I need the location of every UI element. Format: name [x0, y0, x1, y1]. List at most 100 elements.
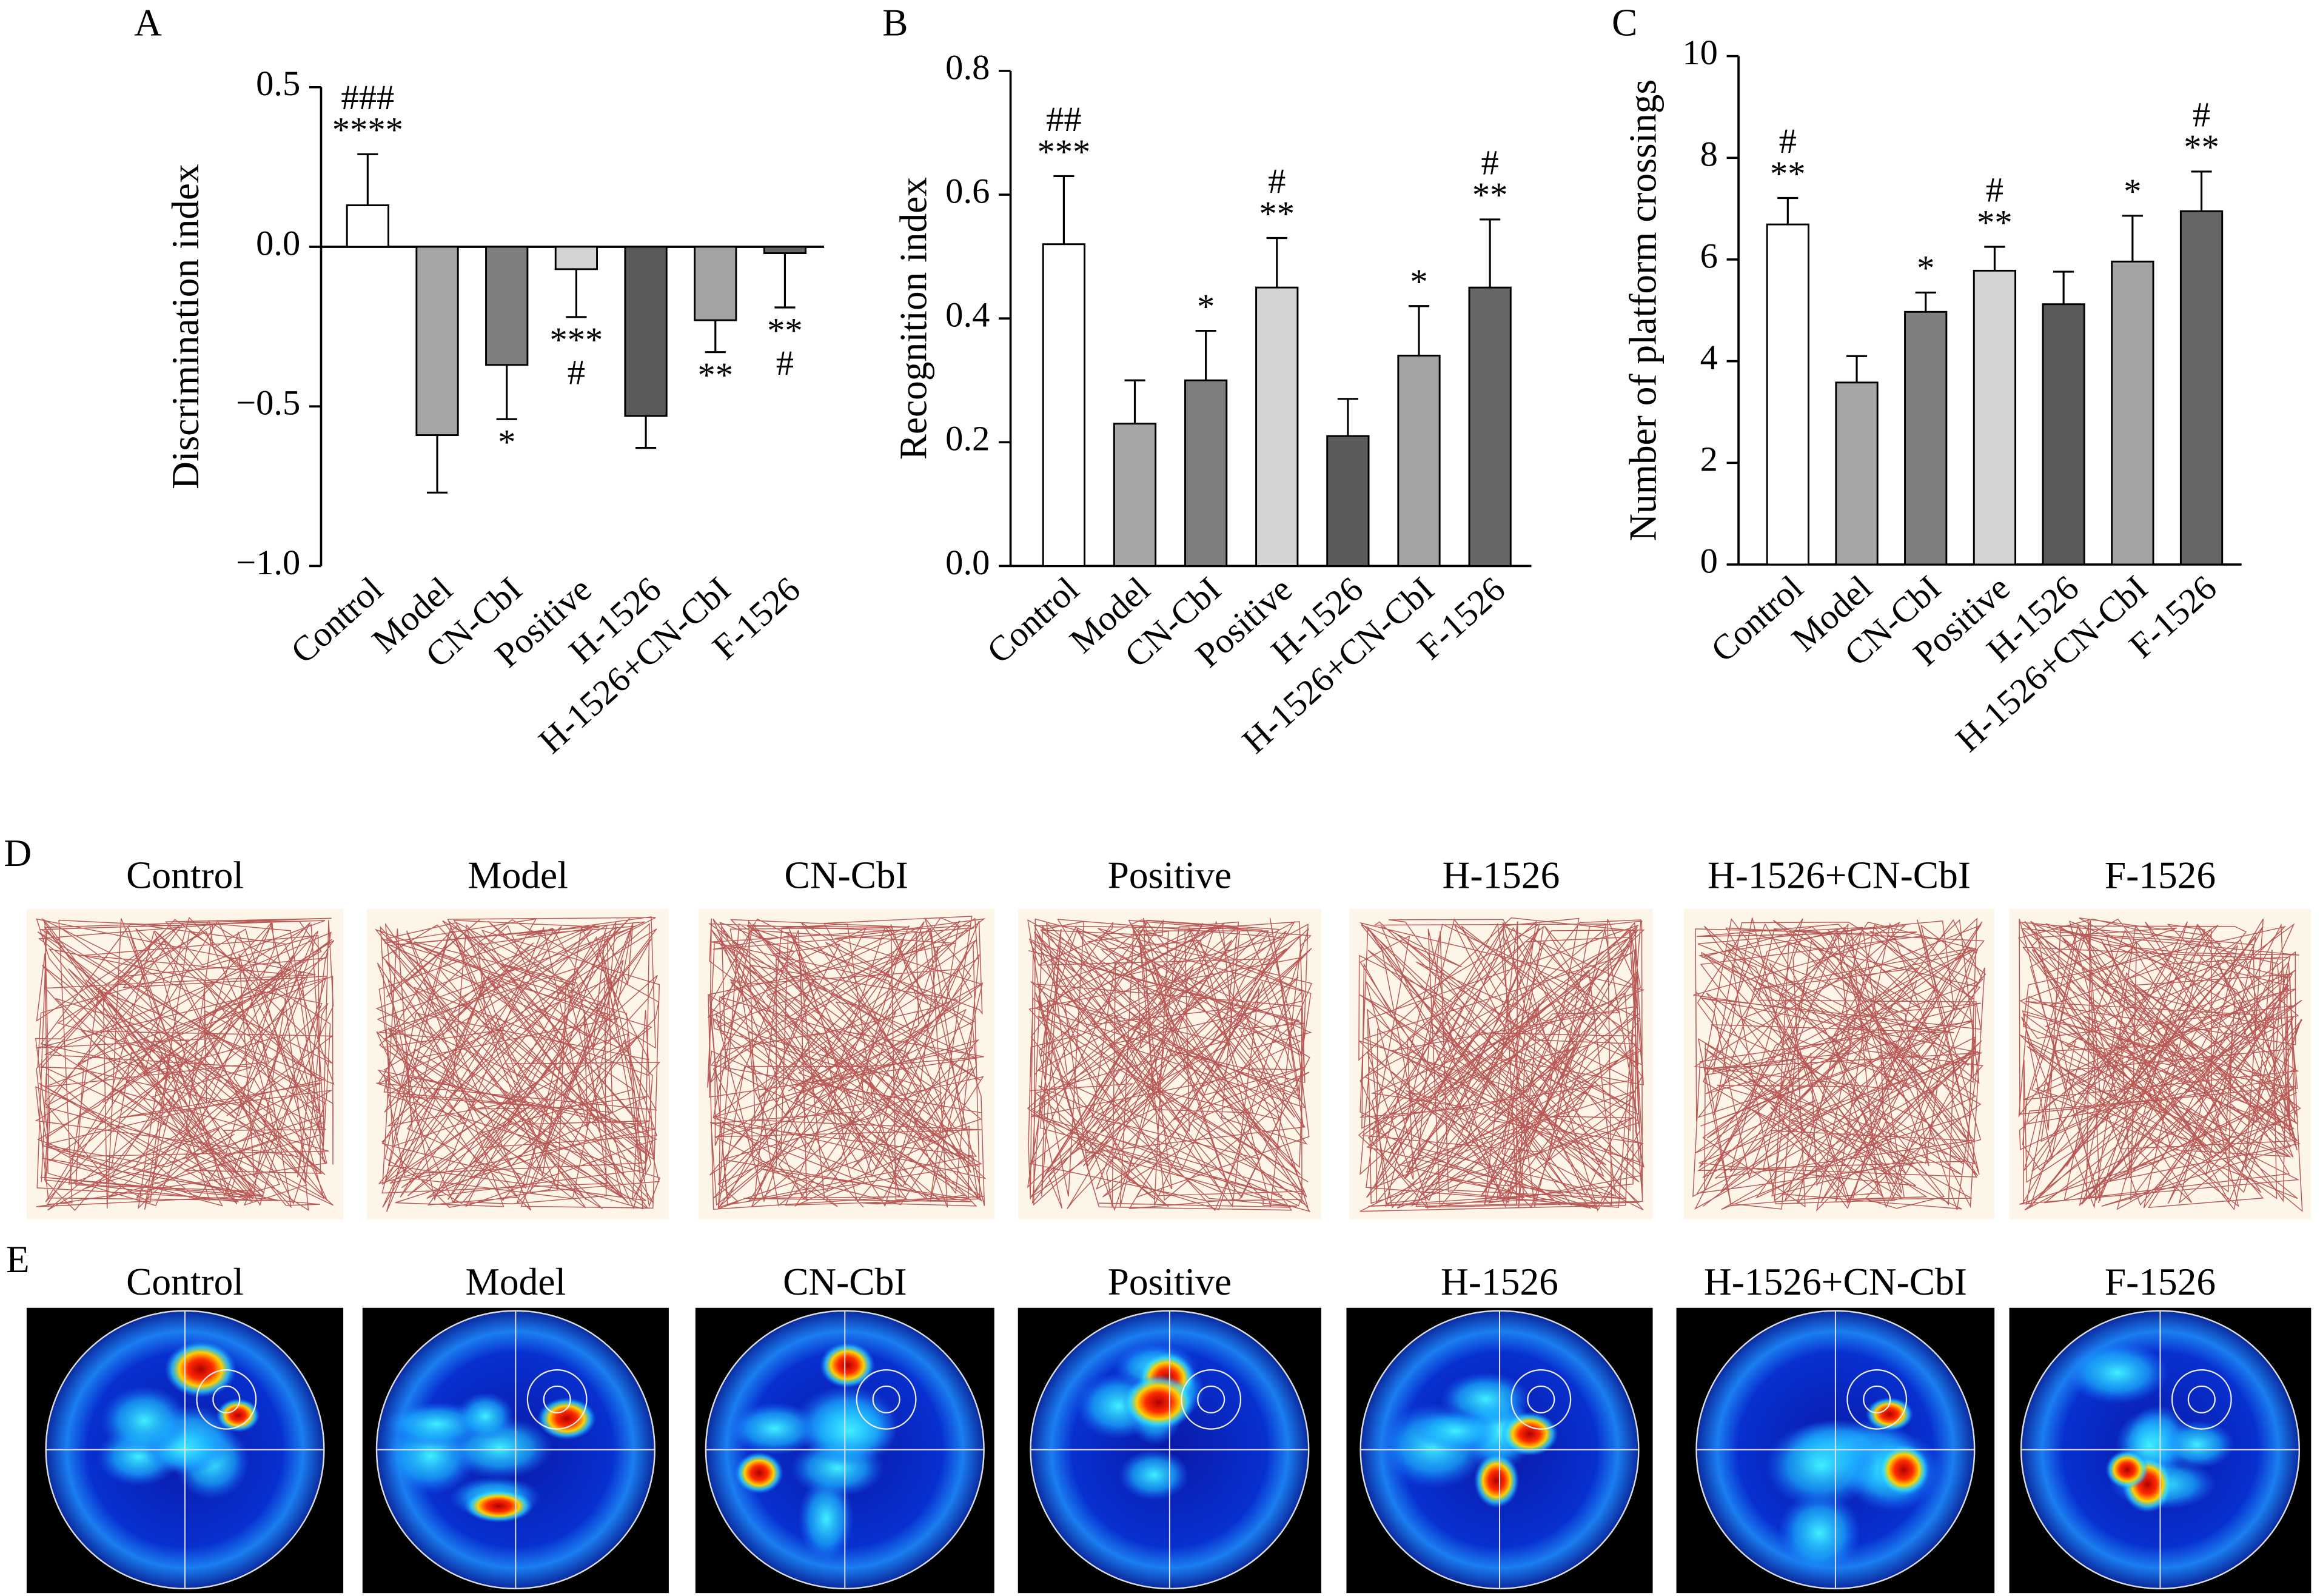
platform-zone	[856, 1369, 917, 1430]
panel-title: F-1526	[2105, 854, 2216, 897]
panel-title: F-1526	[2105, 1261, 2216, 1303]
x-tick-label: Control	[283, 569, 390, 671]
bar	[1113, 423, 1157, 567]
significance-mark: **	[1770, 154, 1806, 193]
bar	[1397, 354, 1441, 567]
y-tick-label: 6	[1700, 236, 1718, 275]
y-tick-label: 0.0	[256, 223, 300, 263]
significance-mark: #	[1779, 121, 1797, 161]
y-axis-label: Discrimination index	[164, 164, 207, 489]
significance-mark: *	[1197, 287, 1215, 326]
heat-spot	[798, 1476, 854, 1562]
platform-zone	[2171, 1369, 2232, 1430]
platform-zone	[526, 1369, 588, 1430]
panel-title: Control	[126, 1261, 244, 1303]
y-tick-label: −0.5	[236, 383, 300, 423]
significance-mark: ****	[332, 110, 403, 150]
heat-spot	[801, 1395, 897, 1466]
platform	[543, 1385, 571, 1413]
panel-title: H-1526+CN-CbI	[1704, 1261, 1967, 1303]
bar	[415, 246, 459, 437]
significance-mark: #	[1986, 170, 2003, 210]
bar	[2042, 303, 2085, 566]
bar	[624, 246, 668, 417]
hot-spot	[464, 1489, 534, 1523]
hot-spot	[537, 1397, 596, 1440]
platform	[1527, 1385, 1555, 1413]
hot-spot	[2105, 1450, 2149, 1489]
hot-spot	[1501, 1412, 1558, 1457]
hot-spot	[820, 1342, 875, 1389]
bar	[1468, 286, 1512, 567]
heat-spot	[2065, 1341, 2169, 1404]
panel-label: C	[1612, 1, 1637, 44]
trajectory	[1692, 917, 1986, 1212]
panel-title: H-1526	[1441, 1261, 1558, 1303]
panel-label: A	[134, 1, 162, 44]
hot-spot	[1122, 1375, 1195, 1430]
bar	[2179, 210, 2224, 566]
bar	[1255, 286, 1299, 567]
hot-spot	[1877, 1444, 1930, 1496]
bar	[2111, 260, 2154, 566]
significance-mark: ##	[1046, 99, 1082, 139]
platform	[1863, 1385, 1891, 1413]
significance-mark: **	[1977, 203, 2013, 242]
hot-spot	[735, 1452, 783, 1494]
y-tick-label: 0.8	[945, 47, 990, 87]
hot-spot	[164, 1341, 236, 1398]
panel-title: Model	[468, 854, 568, 897]
y-axis-label: Recognition index	[892, 177, 934, 460]
trajectory	[1027, 917, 1313, 1212]
bar	[1042, 243, 1086, 567]
platform-zone	[1181, 1369, 1242, 1430]
significance-mark: **	[697, 355, 733, 395]
trajectory	[374, 916, 661, 1212]
platform-zone	[1846, 1369, 1908, 1430]
significance-mark: #	[568, 353, 585, 392]
hot-spot	[1866, 1397, 1914, 1432]
panel-label: D	[4, 832, 32, 874]
trajectory	[1358, 917, 1645, 1212]
significance-mark: #	[1268, 161, 1286, 201]
hot-spot	[216, 1398, 260, 1432]
x-tick-label: Control	[979, 569, 1086, 671]
panel-label: B	[882, 1, 908, 44]
platform	[872, 1385, 900, 1413]
significance-mark: **	[767, 310, 803, 350]
panel-title: H-1526+CN-CbI	[1708, 854, 1971, 897]
y-tick-label: 10	[1682, 33, 1718, 72]
bar	[1326, 435, 1370, 567]
panel-title: Positive	[1108, 1261, 1232, 1303]
y-tick-label: −1.0	[236, 543, 300, 582]
heat-spot	[456, 1392, 515, 1441]
panel-title: CN-CbI	[783, 1261, 907, 1303]
panel-title: Model	[466, 1261, 566, 1303]
significance-mark: #	[2193, 95, 2210, 135]
platform	[2187, 1385, 2216, 1413]
bar	[694, 246, 737, 321]
bar	[554, 246, 598, 270]
bar	[1766, 223, 1809, 566]
significance-mark: #	[1481, 143, 1498, 183]
significance-mark: ***	[549, 320, 603, 360]
y-tick-label: 8	[1700, 135, 1718, 174]
heat-spot	[1765, 1422, 1877, 1509]
significance-mark: ***	[1037, 132, 1090, 172]
trajectory	[707, 916, 987, 1210]
significance-mark: *	[498, 423, 515, 462]
significance-mark: *	[1410, 262, 1427, 301]
y-tick-label: 0.2	[945, 419, 990, 458]
heat-spot	[1413, 1410, 1499, 1452]
bar	[1184, 379, 1228, 567]
hot-spot	[1473, 1453, 1520, 1508]
panel-title: H-1526	[1443, 854, 1560, 897]
significance-mark: *	[1917, 249, 1934, 288]
x-tick-label: Control	[1703, 568, 1810, 669]
y-tick-label: 2	[1700, 440, 1718, 479]
bar	[1835, 381, 1879, 566]
bar	[1973, 269, 2017, 566]
significance-mark: **	[1259, 194, 1295, 233]
panel-title: CN-CbI	[785, 854, 908, 897]
